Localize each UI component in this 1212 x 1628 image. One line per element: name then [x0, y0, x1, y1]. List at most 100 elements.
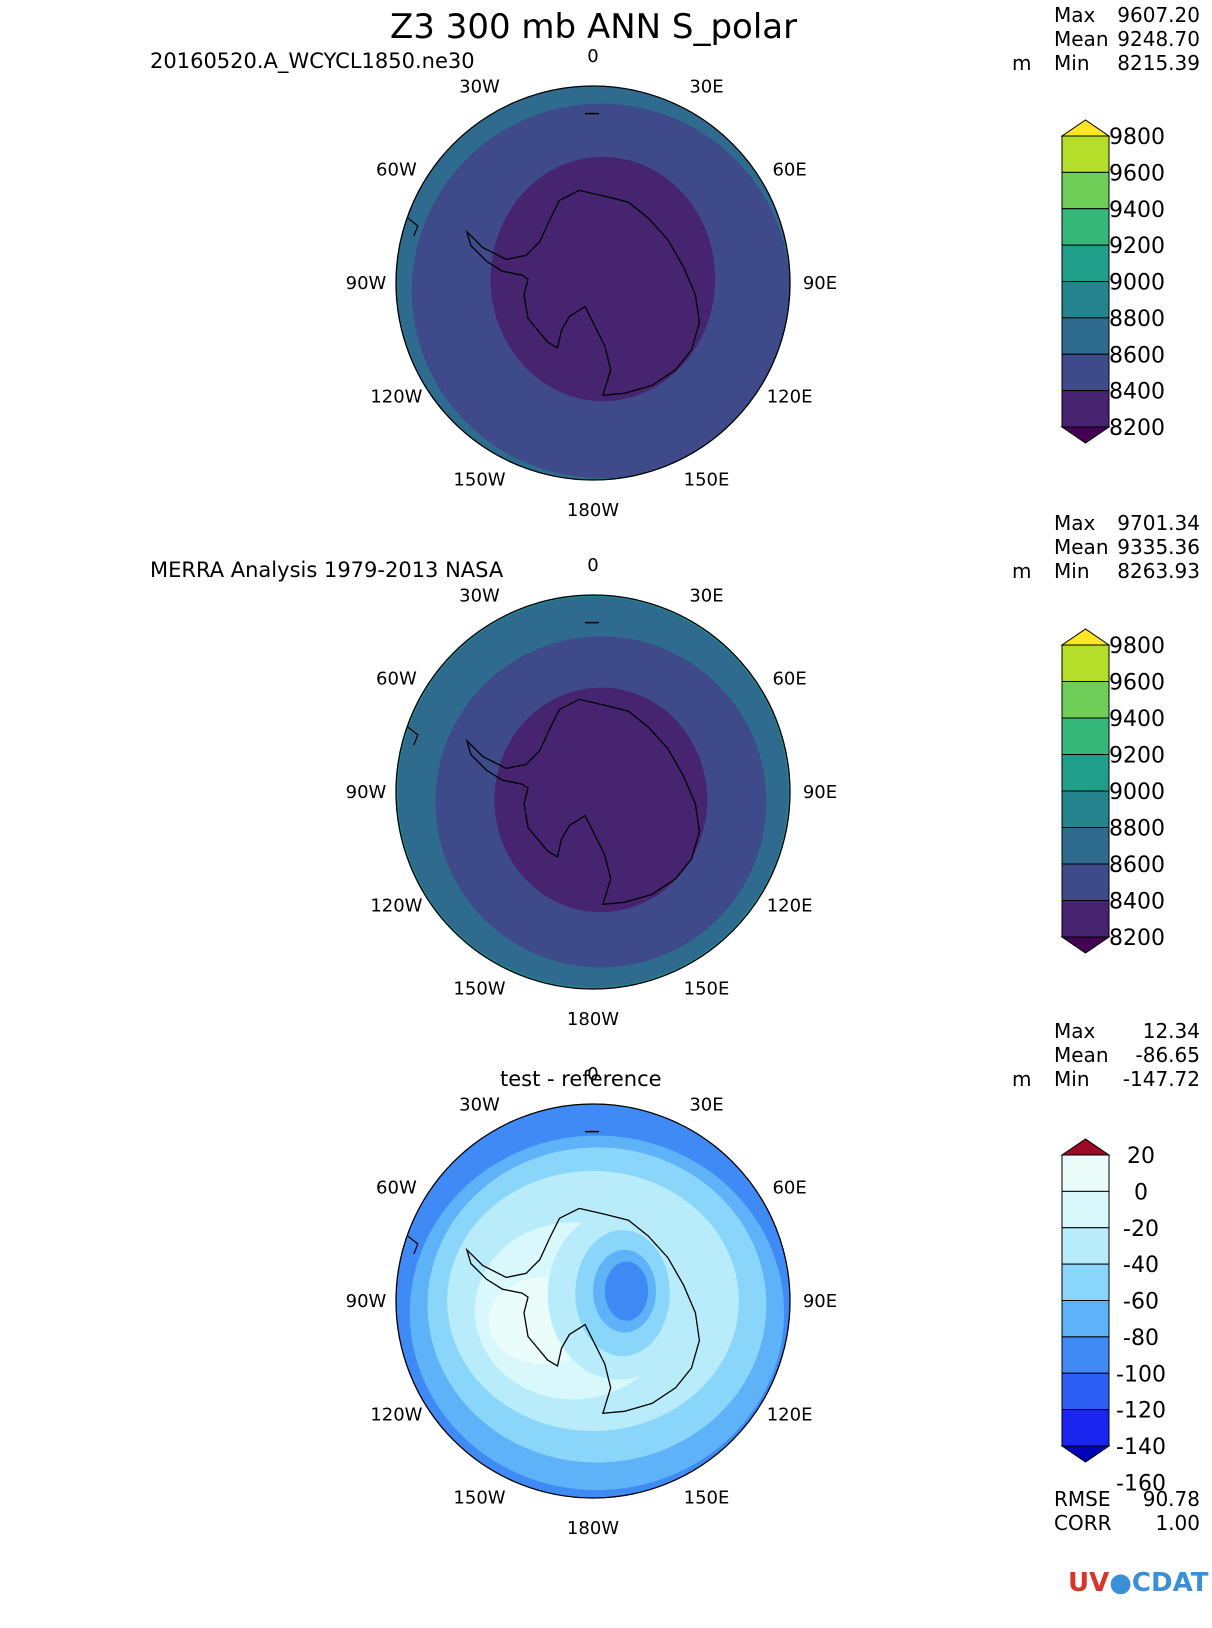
- uvcdat-logo: UV●CDAT: [1068, 1568, 1209, 1598]
- colorbar-bottom-arrow: [1060, 936, 1111, 954]
- lon-label-60w: 60W: [376, 160, 417, 181]
- panel-2-max-label: Max: [1054, 511, 1096, 535]
- colorbar-box: [1061, 1154, 1110, 1192]
- colorbar-box: [1061, 717, 1110, 755]
- panel-2-colorbar: 9800 9600 9400 9200 9000 8800 8600 8400 8200: [1060, 628, 1165, 954]
- lon-label-120w: 120W: [370, 387, 422, 408]
- contour-band: [604, 1261, 649, 1321]
- panel-2-min-value: 8263.93: [1117, 559, 1200, 583]
- panel-3-mean-value: -86.65: [1135, 1043, 1200, 1067]
- colorbar-tick-label: -20: [1123, 1217, 1159, 1242]
- colorbar-tick-label: -120: [1116, 1399, 1166, 1424]
- colorbar-tick-label: 8800: [1109, 817, 1165, 842]
- lon-label-60w: 60W: [376, 669, 417, 690]
- colorbar-tick-label: 20: [1127, 1144, 1155, 1169]
- lon-label-120e: 120E: [767, 1405, 813, 1426]
- panel-1-subtitle: 20160520.A_WCYCL1850.ne30: [150, 49, 475, 73]
- rmse-label: RMSE: [1054, 1487, 1111, 1511]
- colorbar-box: [1061, 135, 1110, 173]
- colorbar-tick-label: -60: [1123, 1290, 1159, 1315]
- lon-label-120w: 120W: [370, 896, 422, 917]
- colorbar-tick-label: 8800: [1109, 307, 1165, 332]
- panel-3-mean-label: Mean: [1054, 1043, 1109, 1067]
- panel-3-units: m: [1012, 1067, 1032, 1091]
- lon-label-180w: 180W: [567, 1518, 619, 1539]
- colorbar-tick-label: 9000: [1109, 780, 1165, 805]
- colorbar-box: [1061, 390, 1110, 428]
- contour-band: [490, 156, 716, 402]
- lon-label-0: 0: [587, 555, 598, 576]
- colorbar-box: [1061, 900, 1110, 938]
- lon-label-180w: 180W: [567, 500, 619, 521]
- lon-label-60e: 60E: [772, 160, 806, 181]
- colorbar-tick-label: -140: [1116, 1435, 1166, 1460]
- colorbar-tick-label: 8600: [1109, 343, 1165, 368]
- panel-3-max-label: Max: [1054, 1019, 1096, 1043]
- lon-label-120e: 120E: [767, 896, 813, 917]
- antarctica-coastline: [465, 698, 701, 906]
- lon-label-30w: 30W: [459, 1094, 500, 1115]
- panel-1-max-value: 9607.20: [1117, 3, 1200, 27]
- colorbar-tick-label: 9400: [1109, 707, 1165, 732]
- colorbar-tick-label: 8200: [1109, 416, 1165, 441]
- contour-band: [494, 687, 708, 913]
- lon-label-150e: 150E: [684, 1488, 730, 1509]
- antarctica-coastline: [465, 1207, 701, 1415]
- colorbar-tick-label: -160: [1116, 1471, 1166, 1496]
- panel-2-min-label: Min: [1054, 559, 1090, 583]
- lon-label-150e: 150E: [684, 470, 730, 491]
- panel-2-subtitle: MERRA Analysis 1979-2013 NASA: [150, 558, 504, 582]
- lon-label-90w: 90W: [346, 273, 387, 294]
- south-america-coast: [407, 217, 419, 237]
- lon-label-60e: 60E: [772, 1178, 806, 1199]
- lon-label-30e: 30E: [689, 76, 723, 97]
- panel-1-mean-value: 9248.70: [1117, 27, 1200, 51]
- panel-2-mean-value: 9335.36: [1117, 535, 1200, 559]
- lon-label-0: 0: [587, 1064, 598, 1085]
- panel-2-units: m: [1012, 559, 1032, 583]
- colorbar-box: [1061, 1409, 1110, 1447]
- panel-3-min-value: -147.72: [1122, 1067, 1200, 1091]
- colorbar-tick-label: -100: [1116, 1362, 1166, 1387]
- colorbar-tick-label: 9200: [1109, 744, 1165, 769]
- panel-2-mean-label: Mean: [1054, 535, 1109, 559]
- colorbar-box: [1061, 644, 1110, 682]
- lon-label-90e: 90E: [803, 782, 837, 803]
- colorbar-tick-label: 9600: [1109, 161, 1165, 186]
- lon-label-0: 0: [587, 46, 598, 67]
- map-boundary: [395, 1103, 791, 1499]
- colorbar-tick-label: 8200: [1109, 926, 1165, 951]
- colorbar-tick-label: -80: [1123, 1326, 1159, 1351]
- lon-label-30e: 30E: [689, 585, 723, 606]
- colorbar-box: [1061, 244, 1110, 282]
- rmse-value: 90.78: [1142, 1487, 1200, 1511]
- lon-label-150w: 150W: [453, 979, 505, 1000]
- panel-3-max-value: 12.34: [1142, 1019, 1200, 1043]
- colorbar-top-arrow: [1060, 1138, 1111, 1156]
- lon-label-90e: 90E: [803, 273, 837, 294]
- colorbar-tick-label: 9800: [1109, 634, 1165, 659]
- map-boundary: [395, 594, 791, 990]
- panel-1-min-value: 8215.39: [1117, 51, 1200, 75]
- colorbar-box: [1061, 1300, 1110, 1338]
- colorbar-tick-label: 8400: [1109, 380, 1165, 405]
- panel-1-max-label: Max: [1054, 3, 1096, 27]
- south-america-coast: [407, 726, 419, 746]
- colorbar-box: [1061, 208, 1110, 246]
- lon-label-30e: 30E: [689, 1094, 723, 1115]
- colorbar-tick-label: 9600: [1109, 671, 1165, 696]
- figure-title: Z3 300 mb ANN S_polar: [390, 7, 798, 47]
- colorbar-tick-label: 9200: [1109, 234, 1165, 259]
- colorbar-box: [1061, 1227, 1110, 1265]
- lon-label-90e: 90E: [803, 1291, 837, 1312]
- lon-label-150w: 150W: [453, 1488, 505, 1509]
- lon-label-90w: 90W: [346, 1291, 387, 1312]
- lon-label-120e: 120E: [767, 387, 813, 408]
- panel-1-map: 0 30E 60E 90E 120E 150E 180W 150W 120W 90W 60W 30W: [346, 46, 837, 521]
- panel-2-max-value: 9701.34: [1117, 511, 1200, 535]
- colorbar-box: [1061, 754, 1110, 792]
- panel-1-field: [396, 86, 790, 480]
- panel-2-field: [396, 595, 790, 989]
- panel-1-min-label: Min: [1054, 51, 1090, 75]
- colorbar-box: [1061, 353, 1110, 392]
